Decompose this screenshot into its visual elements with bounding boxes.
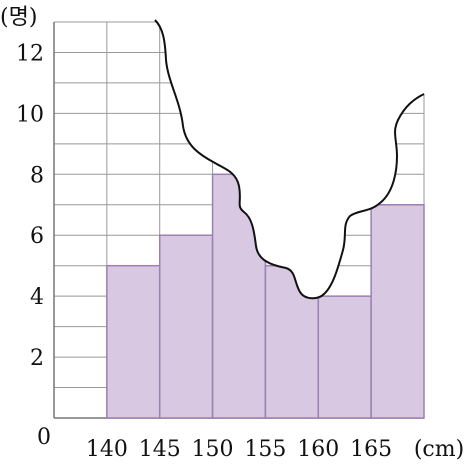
bars: [106, 173, 425, 419]
axis-labels: (명) 0 (cm) 140 145 150 155 160 165 2 4 6 8 10 12: [0, 5, 464, 462]
y-tick-label: 2: [30, 346, 44, 371]
x-tick-label: 165: [350, 437, 392, 462]
y-tick-label: 4: [30, 285, 44, 310]
x-unit-label: (cm): [414, 437, 464, 462]
origin-label: 0: [37, 425, 51, 450]
x-tick-label: 150: [192, 437, 234, 462]
bar-145-150: [158, 234, 214, 419]
bar-150-155: [211, 173, 267, 419]
y-tick-label: 10: [16, 102, 44, 127]
x-tick-label: 160: [297, 437, 339, 462]
torn-edge: [154, 19, 425, 300]
bar-140-145: [106, 264, 161, 419]
bar-155-160: [264, 264, 320, 419]
y-tick-label: 12: [16, 41, 44, 66]
y-tick-label: 6: [30, 224, 44, 249]
bar-165-170: [370, 204, 425, 419]
x-tick-label: 155: [244, 437, 286, 462]
y-unit-label: (명): [0, 5, 37, 30]
x-tick-label: 145: [139, 437, 181, 462]
y-tick-label: 8: [30, 163, 44, 188]
bar-160-165: [317, 295, 372, 419]
x-tick-label: 140: [86, 437, 128, 462]
